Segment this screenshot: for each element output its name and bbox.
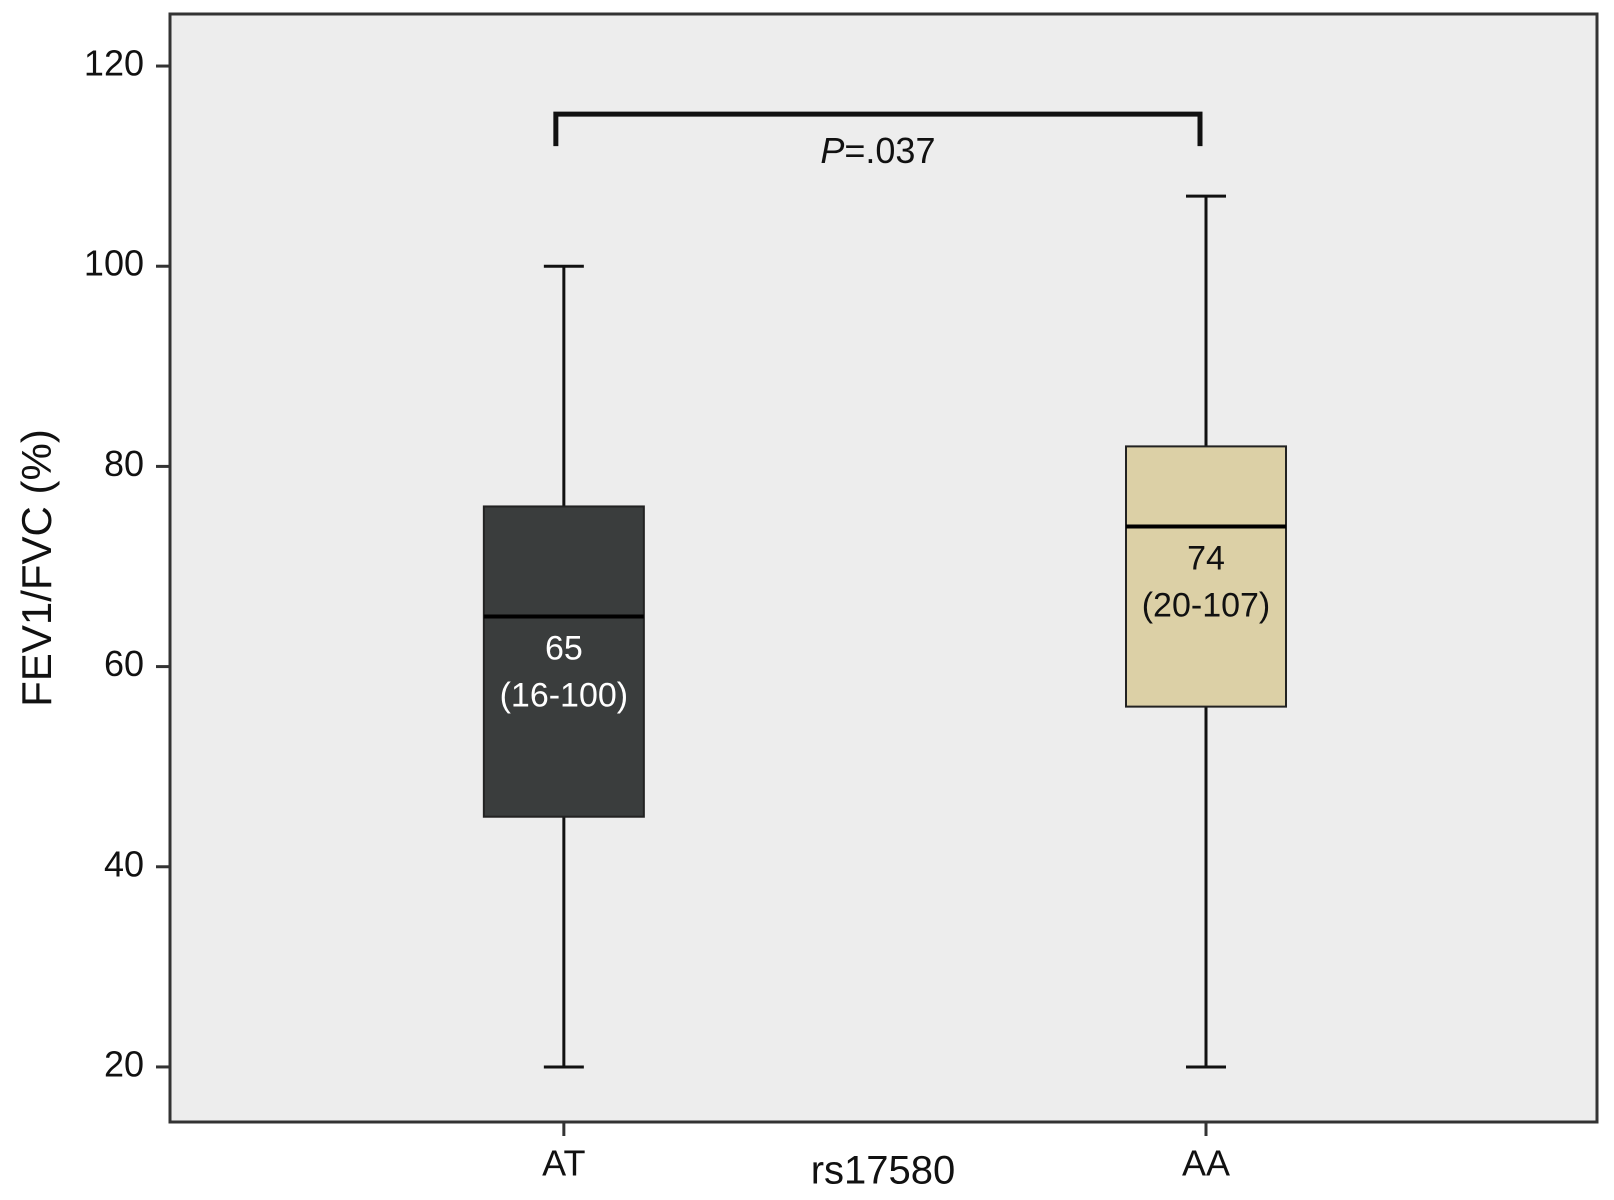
p-symbol: P bbox=[820, 130, 844, 171]
y-tick-label: 60 bbox=[104, 643, 144, 684]
y-tick-label: 40 bbox=[104, 843, 144, 884]
y-tick-label: 20 bbox=[104, 1043, 144, 1084]
range-label: (20-107) bbox=[1142, 586, 1271, 624]
plot-area bbox=[168, 12, 1599, 1124]
y-tick-label: 80 bbox=[104, 443, 144, 484]
significance-label: P=.037 bbox=[820, 130, 935, 171]
y-tick-label: 100 bbox=[84, 243, 144, 284]
x-axis-label: rs17580 bbox=[811, 1149, 956, 1193]
x-tick-label: AA bbox=[1182, 1143, 1230, 1184]
y-axis-label: FEV1/FVC (%) bbox=[13, 429, 60, 707]
median-label: 74 bbox=[1187, 539, 1225, 577]
significance-bracket bbox=[553, 111, 1203, 147]
range-label: (16-100) bbox=[500, 677, 629, 715]
median-label: 65 bbox=[545, 630, 583, 668]
box bbox=[1125, 445, 1288, 708]
x-tick-label: AT bbox=[542, 1143, 585, 1184]
p-value: =.037 bbox=[844, 130, 935, 171]
y-tick-label: 120 bbox=[84, 43, 144, 84]
box bbox=[482, 505, 645, 818]
